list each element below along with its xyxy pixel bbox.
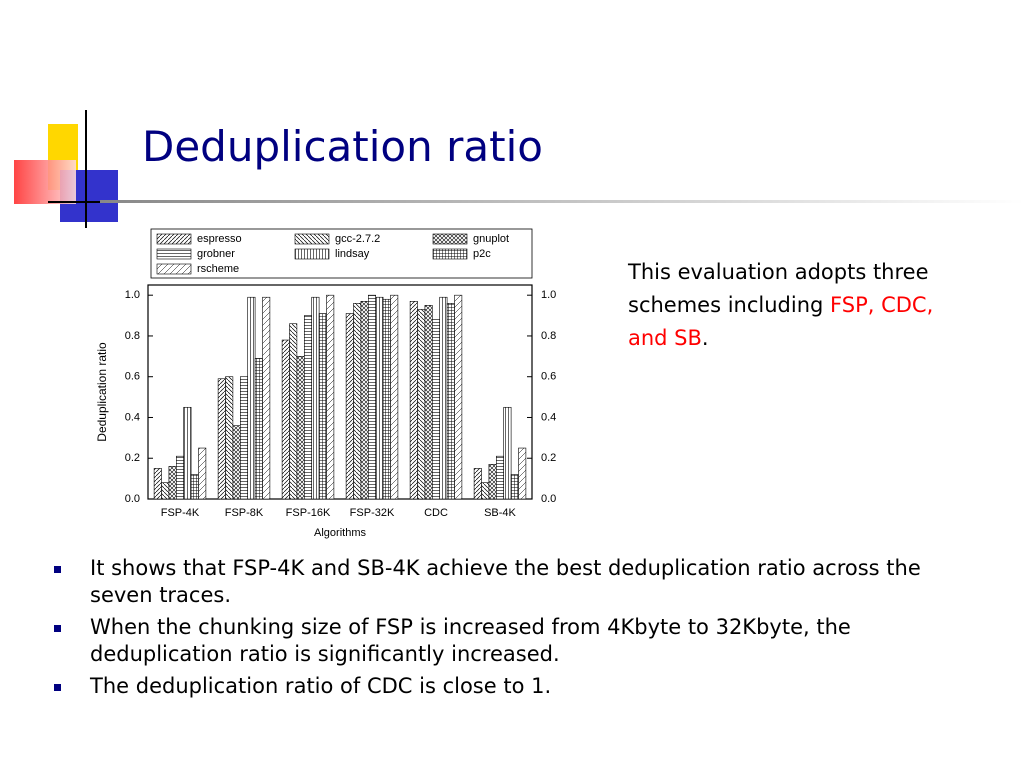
legend-swatch <box>156 233 192 245</box>
bar <box>510 474 519 500</box>
bar <box>481 482 490 500</box>
bar <box>360 301 369 500</box>
bar <box>281 339 290 500</box>
x-tick-label: FSP-8K <box>225 507 264 519</box>
bullet-list: It shows that FSP-4K and SB-4K achieve t… <box>48 555 968 705</box>
bar <box>262 296 271 500</box>
bar <box>311 296 320 500</box>
y2-tick-label: 0.8 <box>541 330 556 342</box>
bar <box>247 296 256 500</box>
bar <box>495 455 504 500</box>
bar <box>473 468 482 500</box>
bar <box>375 296 384 500</box>
bar <box>431 319 440 500</box>
y2-tick-label: 0.2 <box>541 452 556 464</box>
bar <box>217 378 226 500</box>
bar <box>390 294 399 500</box>
x-axis-title: Algorithms <box>314 527 366 539</box>
bar <box>296 356 305 500</box>
y2-tick-label: 0.4 <box>541 411 556 423</box>
bar <box>518 447 527 500</box>
bar <box>367 294 376 500</box>
side-highlight: FSP, CDC, and SB <box>628 293 934 350</box>
bar <box>289 323 298 500</box>
y-tick-label: 1.0 <box>125 289 140 301</box>
y-tick-label: 0.4 <box>125 411 140 423</box>
bar <box>240 376 249 500</box>
x-tick-label: FSP-4K <box>161 507 200 519</box>
legend-label: p2c <box>473 248 491 260</box>
bar <box>446 303 455 500</box>
legend-swatch <box>432 233 468 245</box>
x-tick-label: FSP-16K <box>286 507 331 519</box>
bullet: When the chunking size of FSP is increas… <box>48 614 968 668</box>
legend-label: lindsay <box>335 248 370 260</box>
y-tick-label: 0.0 <box>125 493 140 505</box>
y2-tick-label: 1.0 <box>541 289 556 301</box>
bar <box>232 425 241 500</box>
side-text: This evaluation adopts three schemes inc… <box>628 256 968 355</box>
legend-label: rscheme <box>197 263 239 275</box>
bar <box>254 358 263 500</box>
bar <box>176 455 185 500</box>
bar <box>198 447 207 500</box>
bar <box>439 296 448 500</box>
bar <box>424 305 433 500</box>
slide-title: Deduplication ratio <box>142 122 543 171</box>
bar <box>345 313 354 500</box>
legend-label: espresso <box>197 233 242 245</box>
legend-swatch <box>432 248 468 260</box>
y-tick-label: 0.8 <box>125 330 140 342</box>
legend-swatch <box>156 263 192 275</box>
bar <box>168 466 177 500</box>
legend-swatch <box>294 248 330 260</box>
y2-tick-label: 0.6 <box>541 371 556 383</box>
legend-frame <box>150 228 533 279</box>
bar <box>409 301 418 500</box>
bullet: The deduplication ratio of CDC is close … <box>48 673 968 700</box>
bar <box>488 464 497 500</box>
bar <box>161 482 170 500</box>
bar <box>318 313 327 500</box>
bar <box>417 309 426 500</box>
y2-tick-label: 0.0 <box>541 493 556 505</box>
bullet: It shows that FSP-4K and SB-4K achieve t… <box>48 555 968 609</box>
bar <box>183 406 192 500</box>
y-tick-label: 0.6 <box>125 371 140 383</box>
bar <box>353 303 362 500</box>
legend-label: gnuplot <box>473 233 509 245</box>
bar <box>326 294 335 500</box>
y-axis-title: Deduplication ratio <box>95 342 109 442</box>
bar <box>225 376 234 500</box>
side-tail: . <box>701 326 709 350</box>
bar <box>454 294 463 500</box>
bar <box>190 474 199 500</box>
bar <box>153 468 162 500</box>
decoration <box>14 110 1024 228</box>
x-tick-label: FSP-32K <box>350 507 395 519</box>
legend-label: grobner <box>197 248 235 260</box>
x-tick-label: CDC <box>424 507 448 519</box>
x-tick-label: SB-4K <box>484 507 516 519</box>
legend-label: gcc-2.7.2 <box>335 233 380 245</box>
side-lead: This evaluation adopts three schemes inc… <box>628 260 929 317</box>
y-tick-label: 0.2 <box>125 452 140 464</box>
bar <box>382 298 391 500</box>
bar <box>503 406 512 500</box>
legend-swatch <box>156 248 192 260</box>
plot-frame <box>147 284 533 500</box>
legend-swatch <box>294 233 330 245</box>
bar <box>303 315 312 500</box>
